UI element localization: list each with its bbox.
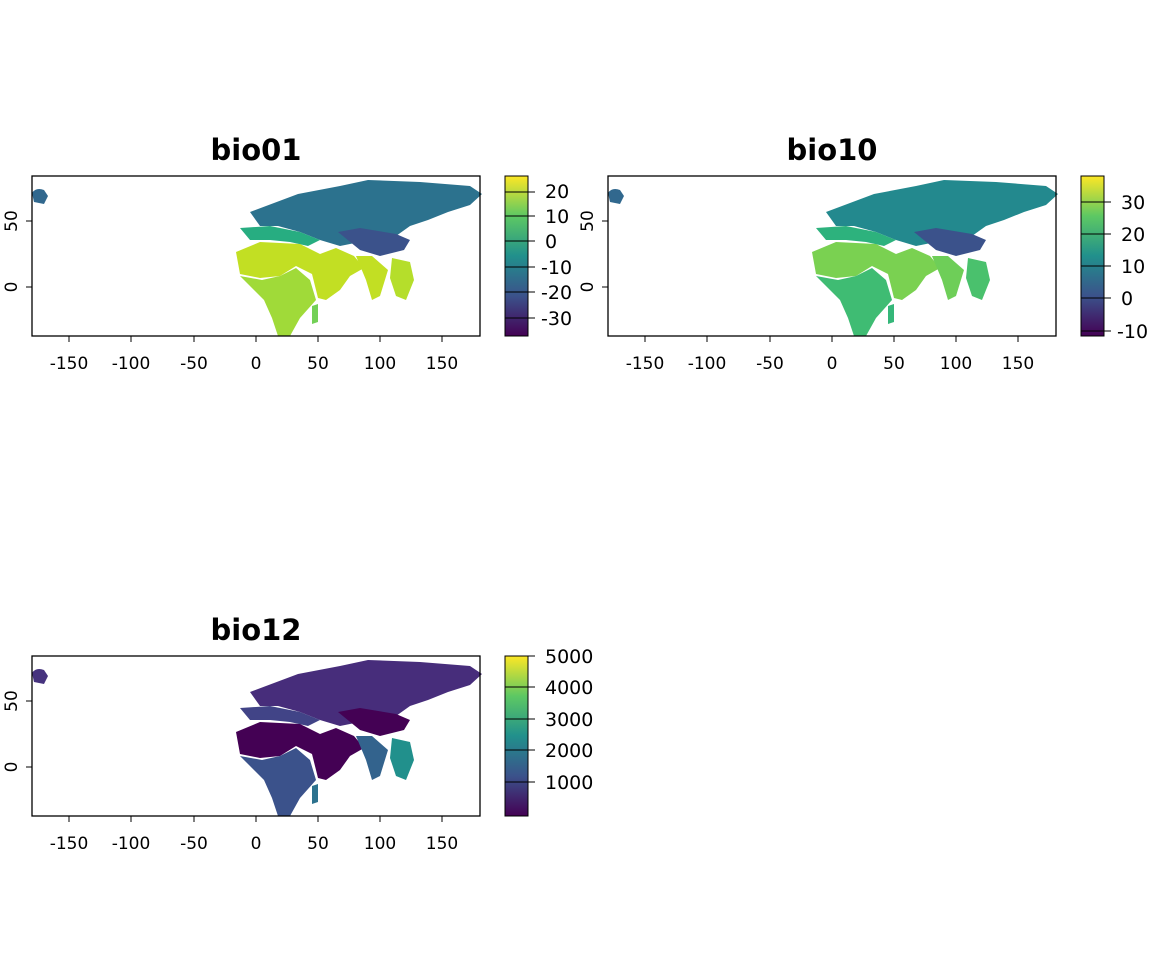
legend-tick-label: -10: [1117, 321, 1148, 343]
legend-tick-label: 20: [1121, 224, 1145, 246]
raster-layer: [608, 180, 1058, 336]
legend-tick-label: 20: [545, 181, 569, 203]
legend-tick-label: 4000: [545, 677, 593, 699]
x-tick-label: 50: [307, 354, 329, 374]
legend-tick-label: 10: [1121, 256, 1145, 278]
x-tick-label: -100: [112, 834, 151, 854]
x-tick-label: 100: [364, 354, 396, 374]
raster-layer: [32, 180, 482, 336]
x-tick-label: -150: [50, 354, 89, 374]
panel-bio10: bio10 -150 -100 -50 0 50 100 150 0 50: [578, 133, 1148, 374]
legend-bio10: 30 20 10 0 -10: [1080, 175, 1148, 343]
x-tick-label: 0: [251, 834, 262, 854]
x-tick-label: -150: [626, 354, 665, 374]
raster-layer: [32, 660, 482, 816]
x-tick-label: -50: [756, 354, 784, 374]
x-tick-label: 150: [1002, 354, 1034, 374]
panel-bio12: bio12 -150 -100 -50 0 50 100 150 0 50: [2, 613, 593, 854]
legend-colorbar: [504, 655, 529, 817]
x-tick-label: 100: [940, 354, 972, 374]
legend-tick-label: 30: [1121, 192, 1145, 214]
x-tick-label: 100: [364, 834, 396, 854]
y-tick-label: 50: [578, 210, 598, 232]
x-tick-label: -50: [180, 834, 208, 854]
x-axis: -150 -100 -50 0 50 100 150: [50, 816, 458, 854]
y-tick-label: 0: [578, 282, 598, 293]
x-axis: -150 -100 -50 0 50 100 150: [50, 336, 458, 374]
panel-title: bio01: [211, 133, 302, 167]
x-tick-label: -50: [180, 354, 208, 374]
legend-tick-label: -20: [541, 282, 572, 304]
legend-tick-label: 0: [545, 231, 557, 253]
x-tick-label: -100: [688, 354, 727, 374]
legend-colorbar: [1080, 175, 1105, 337]
panel-title: bio10: [787, 133, 878, 167]
x-tick-label: 0: [827, 354, 838, 374]
y-axis: 0 50: [578, 210, 608, 292]
y-tick-label: 50: [2, 210, 22, 232]
legend-tick-label: 0: [1121, 288, 1133, 310]
legend-tick-label: -30: [541, 308, 572, 330]
legend-tick-label: 1000: [545, 772, 593, 794]
legend-tick-label: 10: [545, 206, 569, 228]
legend-tick-label: 3000: [545, 709, 593, 731]
legend-bio12: 5000 4000 3000 2000 1000: [504, 646, 593, 817]
legend-colorbar: [504, 175, 529, 337]
y-tick-label: 0: [2, 282, 22, 293]
x-tick-label: 0: [251, 354, 262, 374]
x-tick-label: -150: [50, 834, 89, 854]
y-axis: 0 50: [2, 210, 32, 292]
legend-bio01: 20 10 0 -10 -20 -30: [504, 175, 572, 337]
x-tick-label: 150: [426, 834, 458, 854]
x-tick-label: 150: [426, 354, 458, 374]
x-tick-label: 50: [883, 354, 905, 374]
legend-tick-label: -10: [541, 257, 572, 279]
panel-title: bio12: [211, 613, 302, 647]
x-tick-label: -100: [112, 354, 151, 374]
x-tick-label: 50: [307, 834, 329, 854]
legend-tick-label: 5000: [545, 646, 593, 668]
y-axis: 0 50: [2, 690, 32, 772]
y-tick-label: 0: [2, 762, 22, 773]
y-tick-label: 50: [2, 690, 22, 712]
x-axis: -150 -100 -50 0 50 100 150: [626, 336, 1034, 374]
panel-bio01: bio01 -150 -100 -50 0 50 100 150 0 50: [2, 133, 572, 374]
legend-tick-label: 2000: [545, 740, 593, 762]
